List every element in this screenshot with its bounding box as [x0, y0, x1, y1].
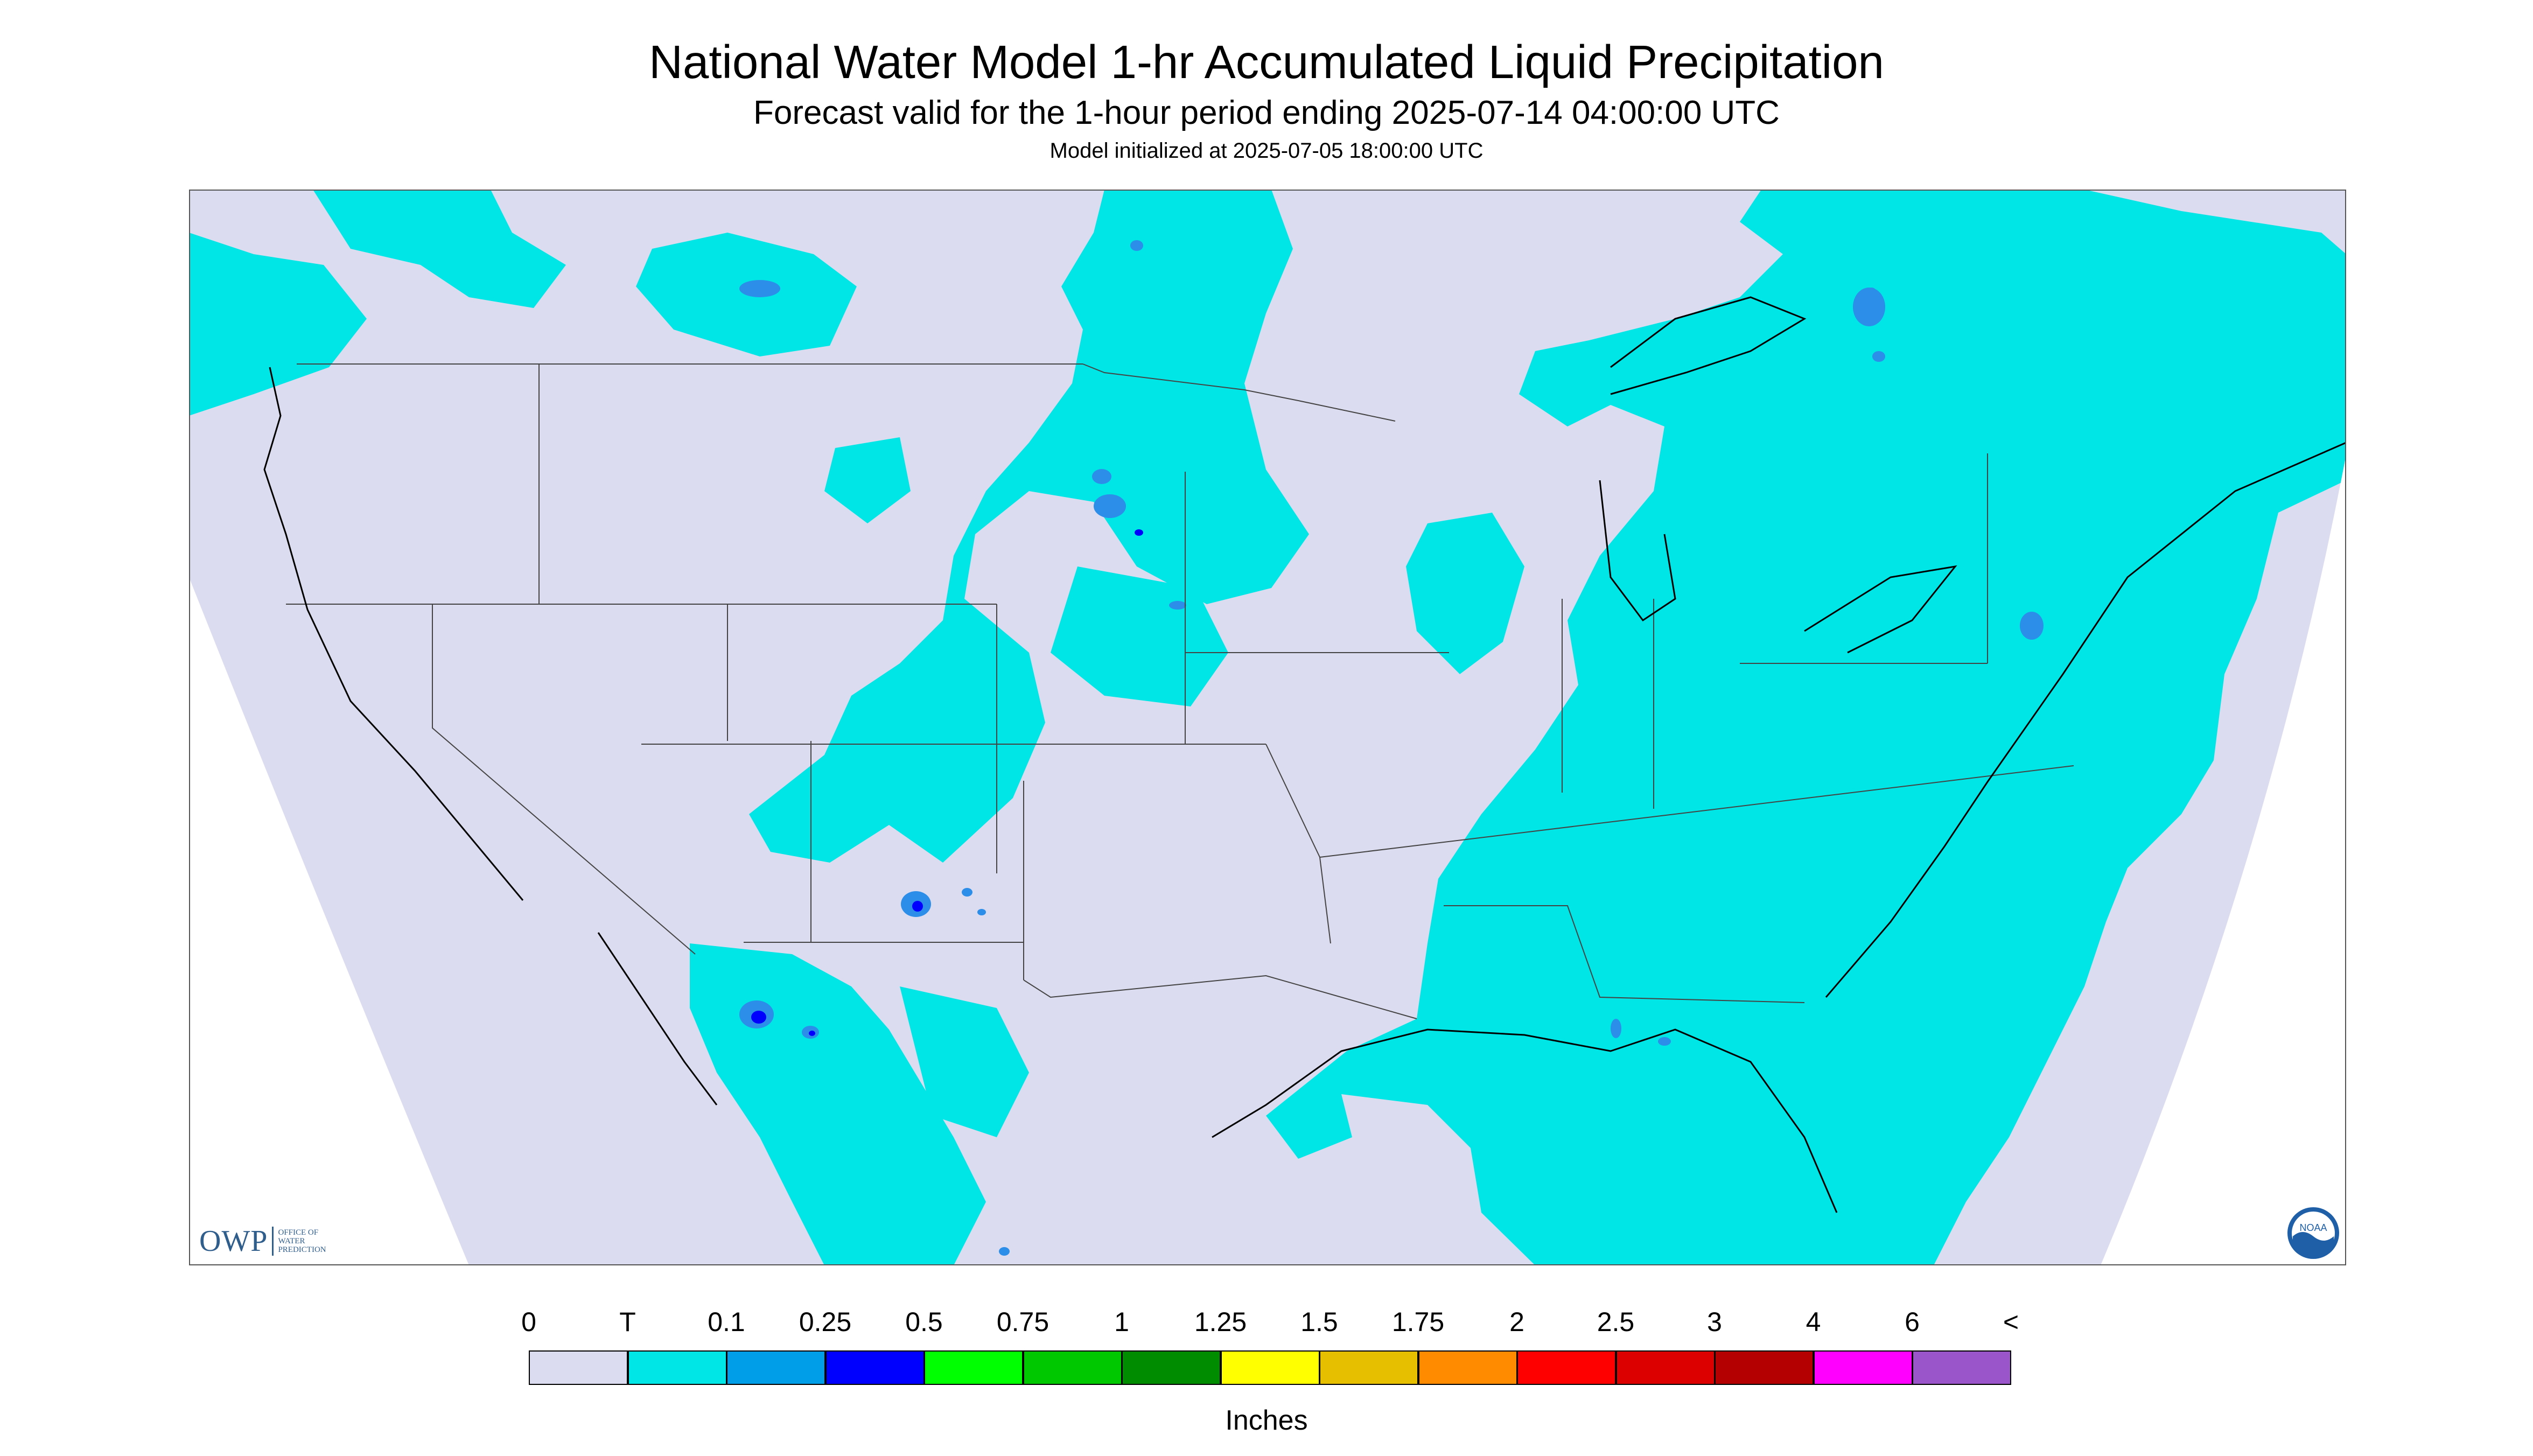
owp-logo-subtext: OFFICE OF WATER PREDICTION — [278, 1228, 326, 1254]
legend-label: 0.5 — [905, 1307, 943, 1337]
legend-swatch — [825, 1350, 925, 1385]
legend-swatch — [726, 1350, 825, 1385]
noaa-logo: NOAA — [2286, 1206, 2340, 1260]
legend-label: 0.1 — [708, 1307, 745, 1337]
owp-logo-text: OWP — [199, 1224, 268, 1258]
legend-label: 1.5 — [1300, 1307, 1338, 1337]
legend-swatch — [627, 1350, 727, 1385]
legend-label: 0.25 — [799, 1307, 852, 1337]
legend-label: < — [2003, 1307, 2019, 1337]
legend-swatch — [1517, 1350, 1616, 1385]
legend-label: 0.75 — [996, 1307, 1049, 1337]
legend-swatch — [1220, 1350, 1320, 1385]
moderate-precip-areas — [751, 529, 1143, 1036]
legend-label: 1.25 — [1194, 1307, 1247, 1337]
legend-swatch — [529, 1350, 628, 1385]
owp-logo: OWP OFFICE OF WATER PREDICTION — [199, 1222, 326, 1260]
legend-label: 6 — [1905, 1307, 1920, 1337]
legend-units: Inches — [1225, 1405, 1308, 1436]
legend-swatch — [1418, 1350, 1517, 1385]
precipitation-map — [189, 190, 2346, 1265]
legend-colorbar: 0 T 0.1 0.25 0.5 0.75 1 1.25 1.5 1.75 2 2.5 3 4 6 < — [0, 1290, 2533, 1451]
model-init-text: Model initialized at 2025-07-05 18:00:00… — [1049, 139, 1484, 163]
trace-precip-areas — [189, 190, 2346, 1265]
legend-label: 1.75 — [1391, 1307, 1445, 1337]
legend-swatch — [1813, 1350, 1913, 1385]
legend-swatch — [1319, 1350, 1418, 1385]
state-borders — [286, 363, 2074, 1019]
legend-label: 3 — [1707, 1307, 1722, 1337]
legend-swatch — [924, 1350, 1023, 1385]
legend-swatch — [1122, 1350, 1221, 1385]
legend-label: 2.5 — [1597, 1307, 1635, 1337]
map-subtitle: Forecast valid for the 1-hour period end… — [753, 94, 1780, 131]
legend-swatch — [1023, 1350, 1122, 1385]
noaa-logo-text: NOAA — [2299, 1222, 2327, 1233]
legend-swatch — [1912, 1350, 2011, 1385]
coastlines — [263, 296, 2346, 1213]
legend-swatch — [1615, 1350, 1715, 1385]
legend-swatch — [1715, 1350, 1814, 1385]
legend-label: T — [619, 1307, 636, 1337]
legend-label: 2 — [1509, 1307, 1524, 1337]
legend-label: 0 — [521, 1307, 536, 1337]
map-title: National Water Model 1-hr Accumulated Li… — [649, 36, 1884, 88]
light-precip-areas — [739, 240, 2044, 1256]
owp-logo-divider — [272, 1227, 274, 1256]
legend-label: 1 — [1114, 1307, 1129, 1337]
legend-label: 4 — [1806, 1307, 1821, 1337]
